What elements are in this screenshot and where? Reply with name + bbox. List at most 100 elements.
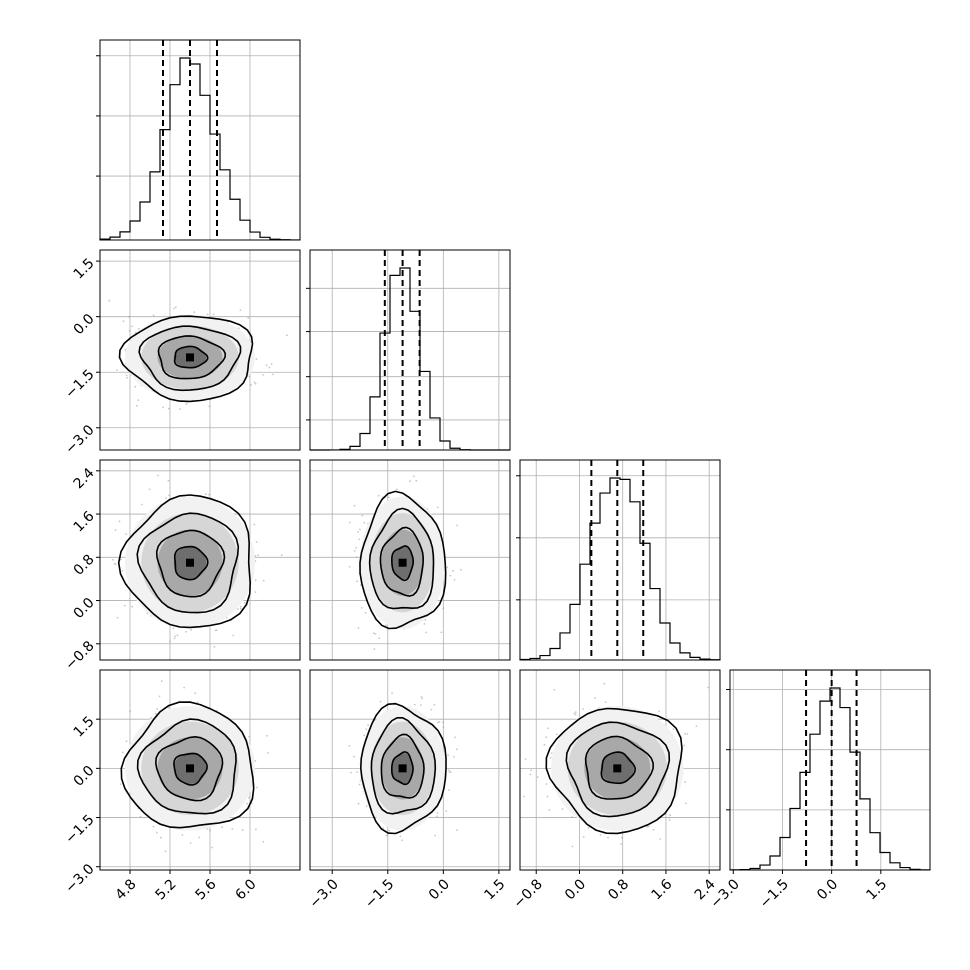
scatter-point [158, 695, 161, 698]
scatter-point [189, 842, 192, 844]
scatter-point [355, 556, 358, 559]
scatter-point [239, 309, 242, 311]
scatter-point [120, 558, 122, 561]
scatter-point [167, 706, 170, 709]
scatter-point [460, 568, 462, 571]
scatter-point [436, 812, 439, 814]
scatter-point [131, 605, 134, 608]
scatter-point [401, 839, 404, 842]
scatter-point [280, 554, 283, 556]
scatter-point [212, 313, 215, 316]
scatter-point [128, 330, 131, 332]
scatter-point [157, 474, 159, 477]
density-2-1-contour-2 [368, 507, 435, 610]
scatter-point [409, 480, 411, 483]
scatter-point [448, 769, 450, 771]
density-2-0-contour-0 [173, 545, 209, 581]
scatter-point [271, 373, 274, 376]
scatter-point [139, 815, 142, 818]
scatter-point [253, 523, 256, 526]
density-2-1-peak [398, 558, 407, 567]
scatter-point [154, 712, 157, 715]
density-1-0-content [100, 250, 300, 450]
scatter-point [150, 716, 152, 719]
scatter-point [129, 710, 131, 713]
scatter-point [257, 554, 259, 557]
scatter-point [433, 703, 436, 706]
hist-2-histogram-line [519, 477, 721, 661]
scatter-point [239, 607, 242, 610]
scatter-point [382, 827, 385, 829]
scatter-point [357, 627, 360, 629]
scatter-point [237, 327, 240, 330]
scatter-point [237, 608, 239, 610]
scatter-point [348, 521, 351, 524]
scatter-point [125, 533, 127, 535]
density-2-0-peak [186, 558, 194, 567]
scatter-point [193, 311, 196, 314]
scatter-point [181, 834, 184, 836]
scatter-point [122, 320, 125, 323]
scatter-point [452, 756, 455, 758]
density-1-0-contour-1 [157, 335, 227, 380]
scatter-point [449, 574, 452, 577]
density-1-0-contour-3 [118, 315, 254, 403]
scatter-point [209, 829, 212, 832]
scatter-point [357, 531, 360, 533]
density-3-1-peak [398, 764, 407, 773]
scatter-point [456, 748, 458, 751]
scatter-point [285, 334, 288, 337]
density-2-1-frame [309, 459, 511, 661]
scatter-point [231, 828, 234, 830]
density-2-0-contour-2 [136, 512, 240, 614]
scatter-point [353, 550, 356, 552]
hist-3-frame [729, 669, 931, 871]
scatter-point [167, 479, 170, 482]
scatter-point [353, 755, 355, 758]
density-3-2-content [520, 670, 720, 870]
scatter-point [387, 833, 389, 836]
scatter-point [254, 555, 257, 557]
scatter-point [256, 786, 258, 789]
scatter-point [453, 579, 456, 581]
density-3-0-contour-2 [136, 718, 237, 815]
scatter-point [232, 634, 235, 637]
scatter-point [385, 624, 387, 627]
scatter-point [448, 789, 450, 791]
density-1-0-contour-2 [138, 325, 242, 392]
scatter-point [359, 584, 362, 586]
scatter-point [448, 771, 451, 773]
scatter-point [123, 604, 126, 607]
density-1-0-contour-0 [173, 345, 209, 369]
scatter-point [425, 631, 427, 634]
hist-1-frame [309, 249, 511, 451]
scatter-point [707, 686, 710, 689]
scatter-point [438, 721, 441, 723]
hist-0-frame [99, 39, 301, 241]
scatter-point [364, 612, 367, 614]
scatter-point [205, 493, 207, 496]
scatter-point [167, 407, 170, 410]
scatter-point [136, 404, 138, 407]
scatter-point [169, 640, 171, 643]
density-3-1-contour-0 [391, 751, 414, 786]
scatter-point [695, 725, 698, 727]
scatter-point [391, 692, 393, 695]
scatter-point [440, 631, 443, 634]
scatter-point [363, 521, 366, 524]
density-1-0-frame [99, 249, 301, 451]
scatter-point [246, 802, 249, 805]
scatter-point [162, 406, 164, 409]
scatter-point [113, 562, 116, 565]
scatter-point [148, 488, 151, 491]
scatter-point [452, 569, 454, 572]
scatter-point [659, 838, 662, 840]
scatter-point [160, 836, 162, 839]
scatter-point [185, 630, 187, 633]
scatter-point [168, 494, 171, 497]
scatter-point [356, 771, 359, 773]
scatter-point [413, 703, 416, 706]
scatter-point [419, 704, 422, 706]
density-panel-3-1 [309, 669, 511, 871]
